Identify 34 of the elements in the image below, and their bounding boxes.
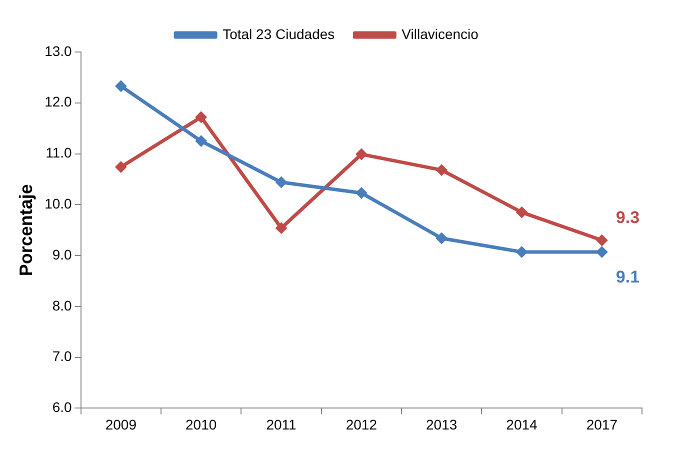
point (116, 80, 126, 92)
point (436, 232, 447, 244)
point (516, 246, 528, 258)
point (196, 136, 206, 146)
x-tick-label: 2012 (346, 416, 378, 432)
y-tick-label: 10.0 (44, 196, 72, 212)
y-axis-title: Porcentaje (16, 184, 36, 276)
point (356, 149, 367, 160)
y-tick-label: 6.0 (52, 399, 72, 416)
y-tick-label: 9.0 (52, 246, 72, 262)
data-label: 9.3 (616, 208, 640, 227)
legend-label: Total 23 Ciudades (222, 26, 335, 42)
point (516, 207, 528, 218)
point (276, 177, 287, 188)
point (276, 222, 287, 234)
y-tick-label: 11.0 (46, 144, 72, 161)
y-tick-label: 13.0 (44, 42, 72, 59)
data-label: 9.1 (616, 268, 640, 287)
y-tick-label: 12.0 (44, 94, 72, 110)
x-tick-label: 2009 (105, 416, 137, 432)
x-tick-label: 2011 (266, 416, 297, 432)
x-tick-label: 2017 (586, 416, 618, 432)
point (196, 112, 206, 122)
x-tick-label: 2014 (506, 416, 538, 432)
point (596, 235, 608, 246)
legend-label: Villavicencio (402, 26, 479, 42)
point (436, 164, 447, 176)
point (116, 162, 126, 172)
x-tick-label: 2013 (426, 416, 458, 432)
point (596, 246, 608, 258)
y-tick-label: 8.0 (52, 297, 72, 314)
y-tick-label: 7.0 (52, 348, 72, 364)
point (356, 188, 367, 198)
x-tick-label: 2010 (186, 416, 217, 432)
